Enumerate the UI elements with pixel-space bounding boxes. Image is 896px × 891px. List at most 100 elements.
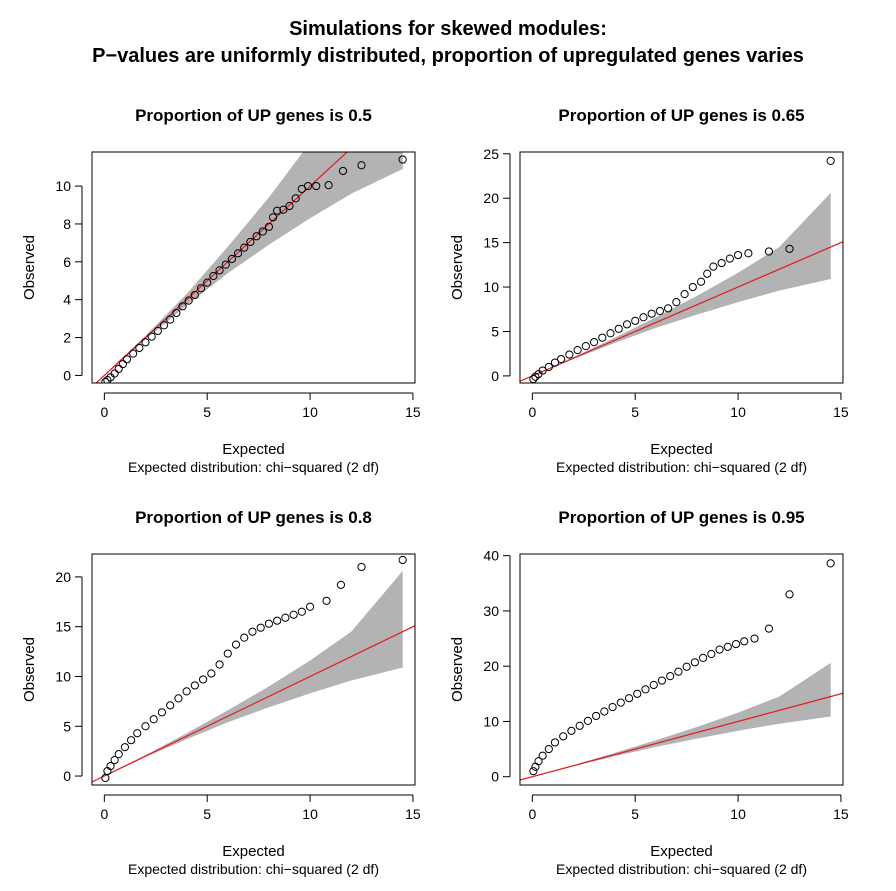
data-point bbox=[666, 672, 675, 681]
data-point bbox=[674, 667, 683, 676]
data-point bbox=[589, 338, 599, 347]
data-point bbox=[633, 689, 642, 698]
data-point bbox=[600, 707, 609, 716]
plot-frame bbox=[91, 553, 416, 786]
data-point bbox=[215, 660, 224, 669]
data-point bbox=[608, 702, 617, 712]
confidence-band bbox=[110, 152, 403, 371]
data-point bbox=[357, 562, 366, 572]
data-point bbox=[764, 624, 774, 633]
y-tick-label: 20 bbox=[55, 569, 71, 585]
data-point bbox=[240, 243, 249, 252]
data-point bbox=[184, 296, 193, 305]
data-point bbox=[575, 721, 584, 730]
data-point bbox=[118, 359, 127, 369]
x-tick-label: 15 bbox=[833, 404, 849, 420]
x-tick-label: 0 bbox=[100, 404, 108, 420]
y-tick-label: 10 bbox=[55, 178, 71, 194]
data-point bbox=[273, 206, 282, 215]
data-point bbox=[690, 658, 699, 667]
qq-panel-1: 0 5 10 15 0 2 4 6 8 10 Proportion of UP genes is 0… bbox=[21, 106, 421, 475]
y-axis-label: Observed bbox=[21, 637, 38, 702]
data-point bbox=[303, 181, 313, 191]
data-point bbox=[209, 271, 218, 281]
y-tick-label: 0 bbox=[491, 769, 499, 785]
x-tick-label: 5 bbox=[631, 806, 639, 822]
data-point bbox=[744, 249, 753, 258]
data-point bbox=[682, 662, 691, 671]
data-point bbox=[196, 284, 206, 293]
data-point bbox=[639, 313, 648, 322]
data-point bbox=[785, 590, 794, 599]
data-point bbox=[664, 304, 673, 313]
x-axis-label: Expected bbox=[650, 441, 713, 458]
data-point bbox=[680, 290, 689, 299]
y-tick-label: 15 bbox=[55, 619, 71, 635]
data-point bbox=[305, 602, 315, 611]
data-point bbox=[101, 377, 110, 383]
data-point bbox=[544, 362, 553, 372]
x-tick-label: 15 bbox=[405, 404, 421, 420]
panel-subtitle: Expected distribution: chi−squared (2 df… bbox=[556, 861, 807, 877]
data-point bbox=[622, 320, 632, 329]
qq-panel-2: 0 5 10 15 0 5 10 15 20 25 Proportion of UP genes i… bbox=[449, 106, 849, 475]
panel-subtitle: Expected distribution: chi−squared (2 df… bbox=[556, 459, 807, 475]
data-point bbox=[336, 580, 346, 589]
data-point bbox=[657, 676, 667, 685]
data-point bbox=[246, 237, 255, 247]
data-point bbox=[122, 355, 132, 364]
plot-area bbox=[520, 156, 843, 383]
data-point bbox=[114, 750, 123, 759]
data-point bbox=[614, 324, 623, 333]
data-point bbox=[398, 555, 407, 565]
data-point bbox=[740, 637, 749, 646]
data-point bbox=[624, 694, 634, 703]
panel-subtitle: Expected distribution: chi−squared (2 df… bbox=[128, 459, 379, 475]
data-point bbox=[157, 708, 167, 717]
data-point bbox=[190, 681, 199, 690]
x-tick-label: 10 bbox=[302, 404, 318, 420]
y-tick-label: 0 bbox=[63, 367, 71, 383]
data-point bbox=[529, 767, 538, 776]
data-point bbox=[785, 244, 794, 253]
reference-line bbox=[520, 692, 843, 781]
figure-title-line-2: P−values are uniformly distributed, prop… bbox=[92, 45, 804, 67]
y-tick-label: 25 bbox=[483, 146, 499, 162]
x-tick-label: 0 bbox=[528, 806, 536, 822]
y-tick-label: 15 bbox=[483, 235, 499, 251]
panel-title: Proportion of UP genes is 0.5 bbox=[135, 106, 372, 125]
x-axis-label: Expected bbox=[222, 441, 285, 458]
data-point bbox=[264, 619, 274, 628]
data-point bbox=[696, 277, 706, 286]
qq-panel-4: 0 5 10 15 0 10 20 30 40 Proportion of UP genes is… bbox=[449, 508, 849, 877]
y-tick-label: 10 bbox=[483, 713, 499, 729]
data-point bbox=[557, 354, 566, 364]
data-point bbox=[534, 757, 543, 766]
data-point bbox=[231, 640, 241, 649]
x-tick-label: 0 bbox=[528, 404, 536, 420]
data-point bbox=[550, 358, 560, 367]
data-point bbox=[544, 744, 553, 754]
data-point bbox=[715, 645, 724, 654]
panel-title: Proportion of UP genes is 0.8 bbox=[135, 508, 372, 527]
data-point bbox=[559, 732, 568, 741]
data-point bbox=[338, 166, 348, 176]
data-point bbox=[215, 266, 224, 275]
data-point bbox=[297, 607, 306, 616]
panel-title: Proportion of UP genes is 0.65 bbox=[558, 106, 804, 125]
y-tick-label: 10 bbox=[483, 279, 499, 295]
y-axis-label: Observed bbox=[21, 235, 38, 300]
data-point bbox=[709, 262, 718, 271]
data-point bbox=[289, 610, 298, 619]
data-point bbox=[322, 596, 331, 605]
y-axis-label: Observed bbox=[449, 235, 466, 300]
data-point bbox=[190, 290, 199, 300]
data-point bbox=[538, 751, 547, 760]
data-point bbox=[166, 315, 175, 324]
data-point bbox=[166, 701, 175, 710]
data-point bbox=[750, 634, 759, 643]
x-tick-label: 10 bbox=[302, 806, 318, 822]
data-point bbox=[153, 326, 162, 336]
data-point bbox=[203, 278, 212, 287]
plot-area bbox=[95, 152, 407, 383]
